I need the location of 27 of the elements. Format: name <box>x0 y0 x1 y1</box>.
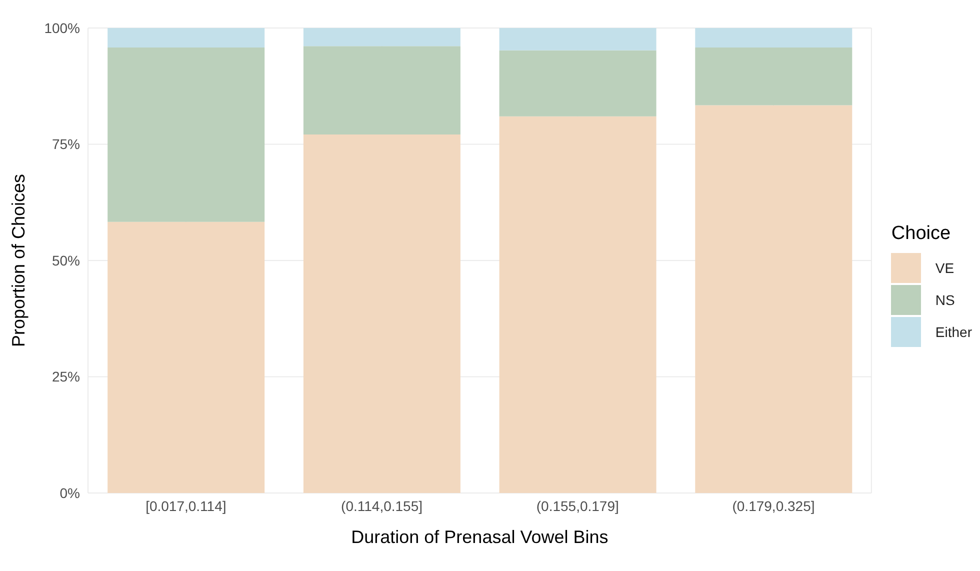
y-tick-label: 50% <box>52 252 80 268</box>
bar <box>108 222 265 493</box>
bar <box>499 116 656 493</box>
bar <box>303 134 460 493</box>
bar <box>108 28 265 48</box>
bar <box>303 28 460 46</box>
y-tick-label: 75% <box>52 136 80 152</box>
x-tick-label: (0.179,0.325] <box>732 498 815 514</box>
bar <box>499 28 656 50</box>
x-tick-label: (0.155,0.179] <box>536 498 619 514</box>
legend-label: NS <box>935 292 955 308</box>
bar <box>499 50 656 116</box>
x-tick-label: (0.114,0.155] <box>341 498 423 514</box>
legend-label: Either <box>935 324 972 340</box>
y-tick-label: 25% <box>52 368 80 385</box>
y-tick-label: 0% <box>60 484 80 501</box>
y-axis-title: Proportion of Choices <box>8 174 28 348</box>
legend-label: VE <box>935 260 954 276</box>
bar <box>695 105 852 493</box>
legend-title: Choice <box>891 222 952 244</box>
bar <box>695 48 852 106</box>
y-tick-label: 100% <box>44 20 80 36</box>
x-axis-title: Duration of Prenasal Vowel Bins <box>351 527 608 547</box>
bar <box>303 46 460 134</box>
bar <box>695 28 852 48</box>
bar <box>108 48 265 222</box>
x-tick-label: [0.017,0.114] <box>146 498 226 514</box>
